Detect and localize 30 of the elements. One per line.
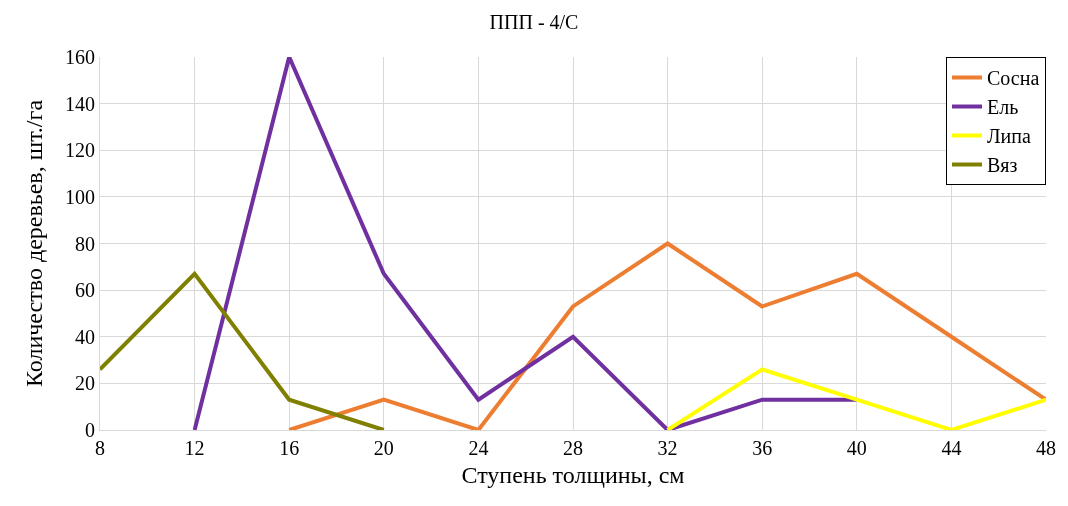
- legend-label: Ель: [987, 96, 1019, 119]
- y-tick-label: 140: [65, 92, 95, 115]
- x-tick-label: 28: [563, 437, 583, 459]
- x-tick-label: 20: [373, 437, 394, 459]
- chart-title: ППП - 4/С: [489, 11, 579, 34]
- x-tick-label: 8: [95, 437, 105, 459]
- y-tick-label: 60: [75, 279, 95, 302]
- y-tick-label: 0: [85, 419, 95, 441]
- y-tick-label: 80: [75, 232, 95, 255]
- y-tick-label: 40: [75, 325, 95, 348]
- y-axis-title: Количество деревьев, шт./га: [21, 99, 48, 388]
- x-tick-label: 24: [468, 437, 489, 459]
- line-series: [287, 241, 1046, 430]
- line-series: [192, 57, 859, 430]
- x-tick-label: 12: [184, 437, 205, 459]
- legend-label: Вяз: [987, 154, 1018, 177]
- x-tick-label: 44: [941, 437, 962, 459]
- y-tick-label: 20: [75, 372, 95, 395]
- x-tick-label: 32: [657, 437, 678, 459]
- x-tick-label: 40: [846, 437, 867, 459]
- line-series: [100, 271, 386, 430]
- legend-label: Липа: [987, 125, 1031, 148]
- legend-label: Сосна: [987, 67, 1040, 90]
- y-tick-label: 100: [65, 185, 95, 208]
- y-tick-label: 120: [65, 139, 95, 162]
- x-tick-label: 36: [752, 437, 773, 459]
- x-axis-title: Ступень толщины, см: [461, 462, 685, 489]
- x-tick-label: 48: [1036, 437, 1056, 459]
- x-tick-label: 16: [279, 437, 300, 459]
- y-tick-label: 160: [65, 46, 95, 68]
